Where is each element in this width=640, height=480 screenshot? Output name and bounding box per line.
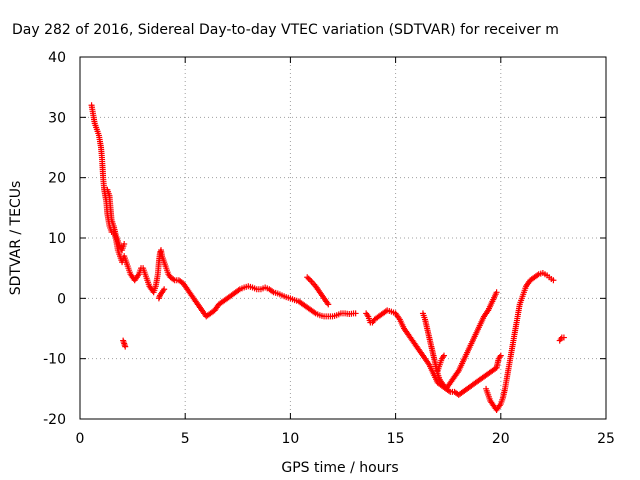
x-tick-label: 10 [281,431,299,447]
data-points [88,102,567,413]
x-tick-label: 20 [492,431,510,447]
y-tick-label: 0 [57,291,66,307]
data-point [305,275,312,282]
data-point [121,241,128,248]
data-point [440,352,447,359]
y-tick-label: 10 [48,231,66,247]
y-tick-label: 30 [48,110,66,126]
data-point [122,343,129,350]
data-point [497,352,504,359]
x-tick-label: 5 [181,431,190,447]
data-point [325,301,332,308]
x-axis-label: GPS time / hours [281,460,398,476]
y-axis-label: SDTVAR / TECUs [8,181,24,296]
data-point [493,289,500,296]
data-point [304,274,311,281]
y-tick-label: 20 [48,171,66,187]
data-point [307,277,314,284]
data-point [560,334,567,341]
x-tick-label: 25 [597,431,615,447]
data-point [352,310,359,317]
axis-ticks: 0 5 10 15 20 25 -20 -10 0 10 20 30 40 [43,50,615,447]
y-tick-label: 40 [48,50,66,66]
x-tick-label: 15 [387,431,405,447]
plot-frame [79,56,607,420]
y-tick-label: -20 [43,412,66,428]
y-tick-label: -10 [43,352,66,368]
x-tick-label: 0 [76,431,85,447]
chart-title: Day 282 of 2016, Sidereal Day-to-day VTE… [12,22,559,38]
data-point [161,286,168,293]
data-point [550,277,557,284]
grid-lines [80,57,606,419]
